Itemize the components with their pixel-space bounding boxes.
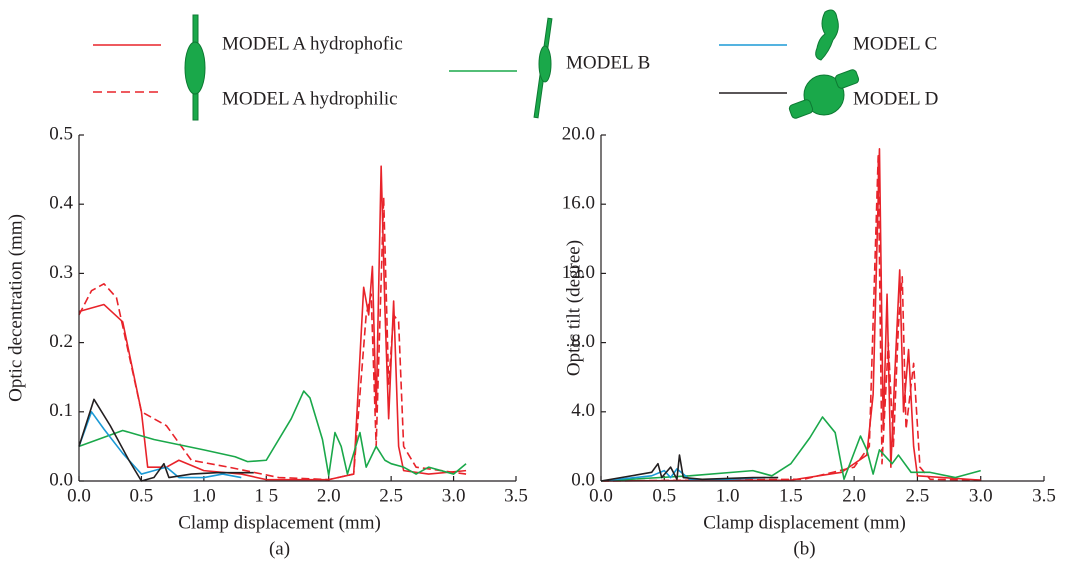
series-line: [600, 154, 981, 482]
x-tick-label: 3.0: [969, 485, 993, 506]
icon-model-d: [803, 74, 845, 116]
y-tick-label: 0.5: [49, 123, 73, 144]
series-line: [78, 196, 467, 481]
icon-model-d-haptic: [834, 69, 860, 89]
legend-label: MODEL C: [853, 33, 937, 54]
y-tick-label: 20.0: [562, 123, 595, 144]
y-axis-label: Optic tilt (degree): [563, 240, 584, 376]
x-tick-label: 1.0: [716, 485, 740, 506]
icon-model-d-haptic: [788, 99, 814, 119]
y-tick-label: 0.0: [49, 469, 73, 490]
x-tick-label: 0.5: [652, 485, 676, 506]
plot: 0.0 0.5 1.0 1 5 2.0 2.5 3.0 3.5 0.0 0.1 0.2 0.3 0.4 0…: [5, 123, 528, 559]
x-tick-label: 2.0: [317, 485, 341, 506]
y-tick-label: 4.0: [571, 400, 595, 421]
x-axis-label: Clamp displacement (mm): [703, 512, 906, 533]
x-tick-label: 1.5: [779, 485, 803, 506]
icon-model-c: [815, 9, 839, 61]
icon-model-a-optic: [184, 41, 206, 95]
x-tick-label: 0.0: [589, 485, 613, 506]
series-line: [78, 411, 242, 479]
x-tick-label: 1 5: [254, 485, 278, 506]
x-tick-label: 0.5: [130, 485, 154, 506]
x-tick-label: 0.0: [67, 485, 91, 506]
x-tick-label: 2.5: [906, 485, 930, 506]
series-line: [600, 454, 779, 482]
y-tick-label: 16.0: [562, 193, 595, 214]
series-line: [600, 148, 981, 482]
icon-model-b-optic: [538, 45, 552, 83]
y-tick-label: 0.0: [571, 469, 595, 490]
caption: (a): [269, 538, 290, 559]
legend-label: MODEL D: [853, 88, 938, 109]
legend-label: MODEL B: [566, 52, 650, 73]
y-tick-label: 8.0: [571, 331, 595, 352]
legend-icons: [184, 9, 860, 121]
y-tick-label: 12.0: [562, 262, 595, 283]
y-axis-label: Optic decentration (mm): [5, 214, 26, 402]
x-tick-label: 1.0: [192, 485, 216, 506]
x-tick-label: 3.5: [504, 485, 528, 506]
legend-label: MODEL A hydrophilic: [222, 88, 398, 109]
series-line: [78, 165, 467, 481]
x-tick-label: 3.0: [442, 485, 466, 506]
y-tick-label: 0.1: [49, 400, 73, 421]
series-line: [600, 416, 981, 482]
y-tick-label: 0.2: [49, 331, 73, 352]
y-tick-label: 0.3: [49, 262, 73, 283]
series-line: [78, 398, 254, 482]
x-axis-label: Clamp displacement (mm): [178, 512, 381, 533]
plot: 0.0 0.5 1.0 1.5 2.0 2.5 3.0 3.5 0.0 4.0 8.0 12.0 16.…: [562, 123, 1056, 559]
series-line: [78, 390, 467, 477]
x-tick-label: 2.0: [842, 485, 866, 506]
legend-label: MODEL A hydrophofic: [222, 33, 403, 54]
x-tick-label: 3.5: [1032, 485, 1056, 506]
y-tick-label: 0.4: [49, 193, 73, 214]
x-tick-label: 2.5: [379, 485, 403, 506]
caption: (b): [793, 538, 815, 559]
